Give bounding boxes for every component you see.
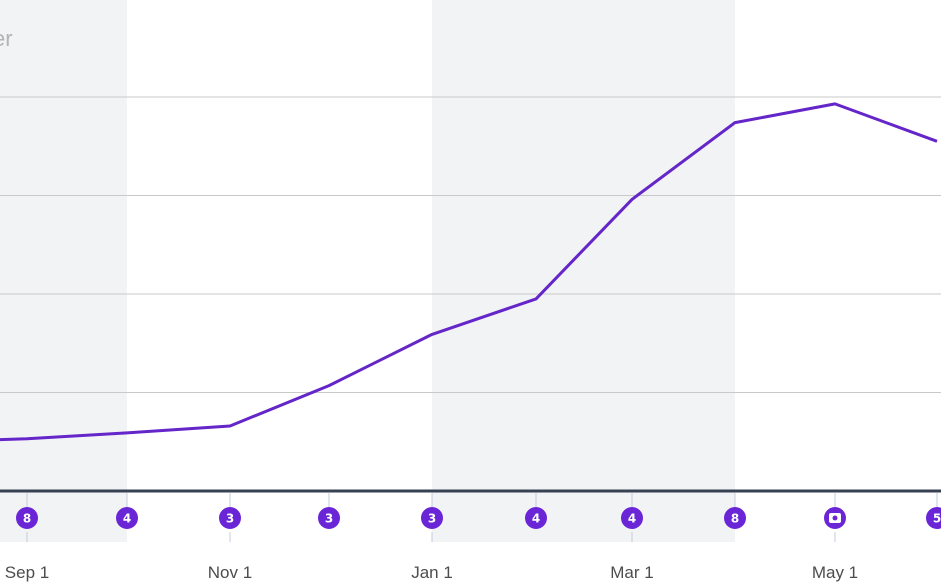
event-marker-label: 3 [428,512,436,526]
event-marker: 4 [525,507,547,529]
event-marker-label: 4 [123,512,131,526]
event-marker-label: 3 [325,512,333,526]
shaded-band-1 [432,0,735,542]
event-marker: 5 [926,507,941,529]
event-marker-circle [926,507,941,529]
event-marker-circle [219,507,241,529]
event-marker-circle [525,507,547,529]
event-marker-circle [421,507,443,529]
event-marker-circle [621,507,643,529]
event-marker-label: 8 [731,512,739,526]
event-marker-circle [116,507,138,529]
event-marker-ticket [824,507,846,529]
event-marker-circle [318,507,340,529]
ticket-icon [829,513,841,523]
x-tick-label: Sep 1 [5,563,49,582]
event-marker-circle [16,507,38,529]
event-marker: 4 [116,507,138,529]
ticket-star [832,515,838,521]
x-tick-label: Nov 1 [208,563,252,582]
event-marker-label: 3 [226,512,234,526]
event-marker: 3 [219,507,241,529]
event-marker: 8 [724,507,746,529]
event-marker: 4 [621,507,643,529]
x-tick-label: Mar 1 [610,563,653,582]
event-marker-label: 4 [532,512,540,526]
shaded-band-0 [0,0,127,542]
event-marker-label: 5 [933,512,941,526]
event-marker: 3 [318,507,340,529]
event-marker-label: 4 [628,512,636,526]
event-marker: 8 [16,507,38,529]
x-tick-label: Jan 1 [411,563,453,582]
y-axis-label: ver [0,26,13,51]
x-tick-label: May 1 [812,563,858,582]
event-marker-circle [724,507,746,529]
event-marker: 3 [421,507,443,529]
event-marker-label: 8 [23,512,31,526]
